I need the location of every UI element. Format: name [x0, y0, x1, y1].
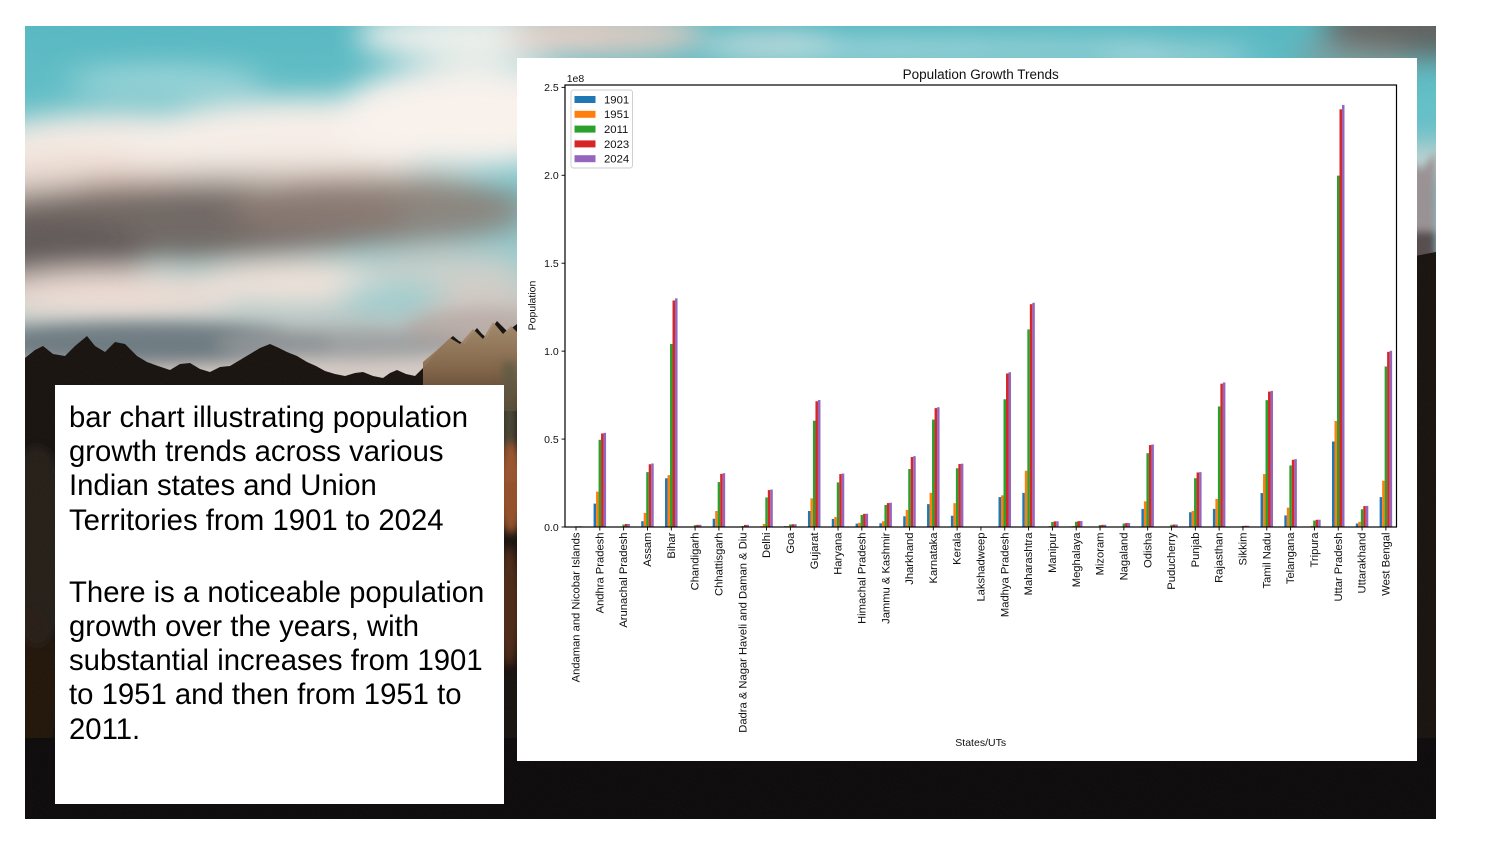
svg-text:Andaman and Nicobar Islands: Andaman and Nicobar Islands	[571, 532, 583, 682]
svg-text:Telangana: Telangana	[1285, 532, 1297, 584]
svg-text:2.5: 2.5	[544, 82, 559, 94]
svg-text:Madhya Pradesh: Madhya Pradesh	[999, 533, 1011, 618]
svg-text:Jammu & Kashmir: Jammu & Kashmir	[880, 532, 892, 624]
svg-text:Goa: Goa	[785, 532, 797, 554]
svg-text:Dadra & Nagar Haveli and Daman: Dadra & Nagar Haveli and Daman & Diu	[737, 533, 749, 733]
svg-text:Chandigarh: Chandigarh	[690, 533, 702, 591]
svg-text:Kerala: Kerala	[952, 532, 964, 565]
svg-text:2.0: 2.0	[544, 170, 559, 182]
svg-text:Haryana: Haryana	[833, 532, 845, 575]
svg-text:Uttarakhand: Uttarakhand	[1357, 533, 1369, 594]
svg-text:2024: 2024	[604, 154, 629, 166]
svg-text:Assam: Assam	[642, 533, 654, 567]
svg-text:Population: Population	[527, 281, 539, 331]
svg-text:Rajasthan: Rajasthan	[1214, 533, 1226, 583]
svg-text:1.0: 1.0	[544, 346, 559, 358]
svg-text:Odisha: Odisha	[1142, 532, 1154, 568]
svg-text:0.0: 0.0	[544, 522, 559, 534]
svg-text:Population Growth Trends: Population Growth Trends	[903, 67, 1059, 82]
svg-text:Jharkhand: Jharkhand	[904, 533, 916, 585]
svg-text:Maharashtra: Maharashtra	[1023, 532, 1035, 596]
svg-text:1.5: 1.5	[544, 258, 559, 270]
svg-text:Bihar: Bihar	[666, 532, 678, 558]
svg-text:Tamil Nadu: Tamil Nadu	[1261, 533, 1273, 589]
svg-text:Andhra Pradesh: Andhra Pradesh	[594, 533, 606, 614]
svg-text:Manipur: Manipur	[1047, 532, 1059, 573]
svg-text:1901: 1901	[604, 94, 629, 106]
svg-text:Delhi: Delhi	[761, 533, 773, 559]
svg-text:Puducherry: Puducherry	[1166, 532, 1178, 590]
svg-text:2023: 2023	[604, 139, 629, 151]
svg-text:2011: 2011	[604, 124, 628, 136]
svg-text:Gujarat: Gujarat	[809, 532, 821, 570]
svg-text:Uttar Pradesh: Uttar Pradesh	[1333, 533, 1345, 602]
svg-text:Arunachal Pradesh: Arunachal Pradesh	[618, 533, 630, 628]
svg-text:1e8: 1e8	[567, 73, 585, 85]
svg-text:Karnataka: Karnataka	[928, 532, 940, 584]
svg-text:1951: 1951	[604, 109, 629, 121]
svg-text:Tripura: Tripura	[1309, 532, 1321, 568]
svg-text:Chhattisgarh: Chhattisgarh	[714, 533, 726, 596]
svg-text:Lakshadweep: Lakshadweep	[976, 533, 988, 602]
svg-text:Punjab: Punjab	[1190, 533, 1202, 568]
svg-text:Meghalaya: Meghalaya	[1071, 532, 1083, 588]
svg-text:Nagaland: Nagaland	[1118, 533, 1130, 581]
svg-text:0.5: 0.5	[544, 434, 559, 446]
svg-text:Himachal Pradesh: Himachal Pradesh	[856, 533, 868, 624]
svg-text:Sikkim: Sikkim	[1238, 533, 1250, 566]
svg-text:Mizoram: Mizoram	[1095, 533, 1107, 576]
svg-text:West Bengal: West Bengal	[1380, 533, 1392, 596]
svg-text:States/UTs: States/UTs	[955, 737, 1006, 749]
